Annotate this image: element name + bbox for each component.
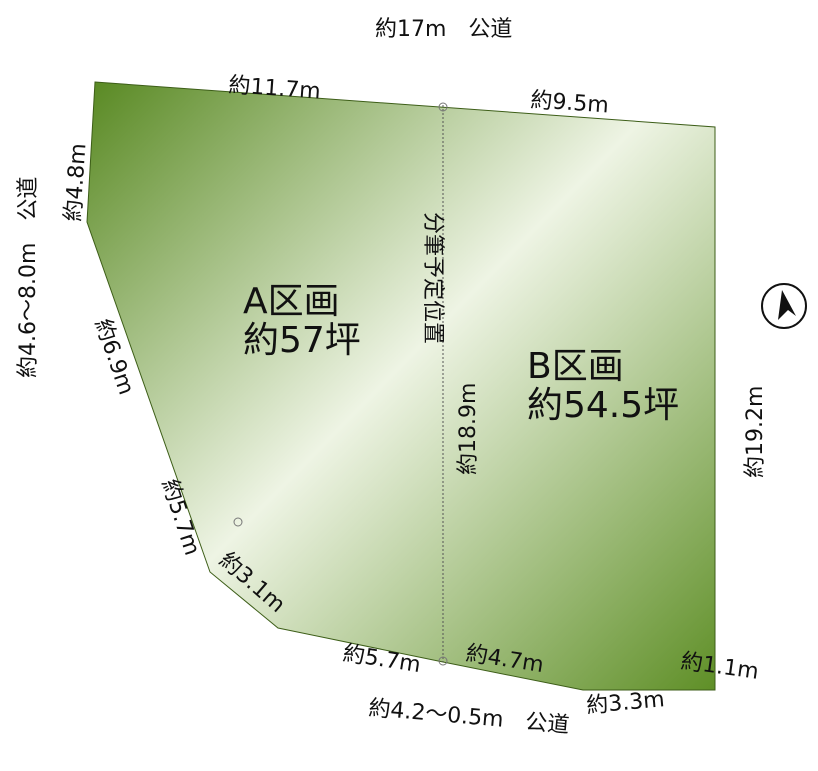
division-line-label: 分筆予定位置 [420,212,445,344]
boundary-marker [233,517,243,527]
dim-left-top: 約4.8m [61,142,91,222]
dim-right: 約19.2m [743,386,768,478]
north-arrow-icon [761,283,807,329]
road-label-north: 約17m 公道 [375,17,512,42]
lot-a-name: A区画 [243,281,340,322]
lot-b-area: 約54.5坪 [527,385,679,426]
road-label-west: 約4.6〜8.0m 公道 [16,177,41,378]
dim-division: 約18.9m [456,383,481,475]
lot-b-name: B区画 [527,346,624,387]
dim-bottom-right: 約3.3m [585,687,665,719]
boundary-marker [438,102,448,112]
boundary-marker [438,656,448,666]
lot-a-area: 約57坪 [243,320,361,361]
road-label-south: 約4.2〜0.5m 公道 [367,696,570,738]
dim-top-right: 約9.5m [530,88,610,118]
